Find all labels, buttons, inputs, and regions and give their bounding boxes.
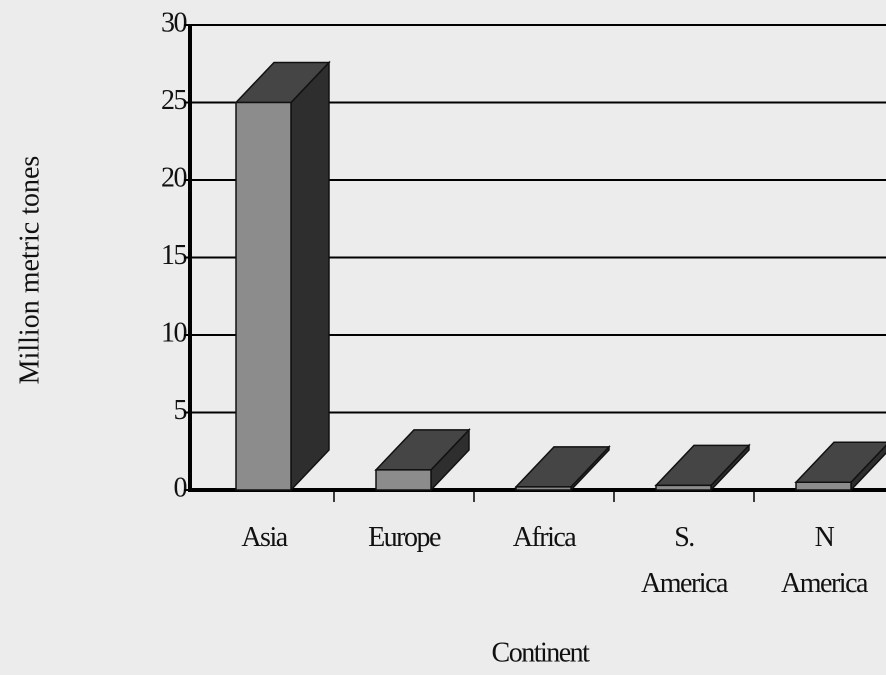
y-tick-label: 10 [161,317,187,348]
bar [794,441,886,492]
bar [234,60,331,492]
y-tick-label: 20 [161,162,187,193]
y-tick-label: 0 [174,472,187,503]
bar-top [514,446,611,488]
y-tick-label: 15 [161,240,187,271]
bar [654,443,751,492]
bar-front [375,469,432,491]
x-tick-label: Asia [241,522,288,553]
y-axis-label: Million metric tones [14,156,45,385]
x-tick-label: Europe [368,522,441,553]
x-tick-label: N America [781,522,868,599]
bar-front [515,486,572,491]
bar [374,427,471,492]
y-tick-label: 30 [161,7,187,38]
y-tick-label: 25 [161,85,187,116]
bar-side [290,60,330,492]
y-tick-label: 5 [174,395,187,426]
bar [514,445,611,492]
x-tick-label: Africa [512,522,577,553]
bar-front [655,484,712,491]
x-axis-label: Continent [492,637,591,668]
bar-front [795,481,852,491]
x-tick-label: S. America [641,522,728,599]
bar-front [235,101,292,491]
